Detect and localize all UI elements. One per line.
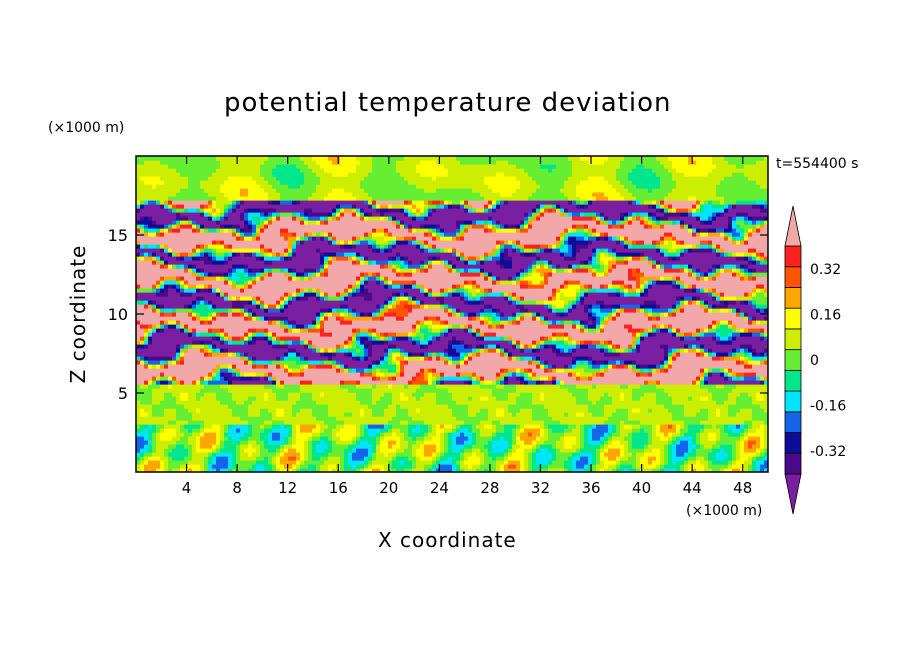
- x-tick-label: 20: [379, 479, 398, 497]
- colorbar-band: [784, 432, 802, 454]
- colorbar-band: [784, 245, 802, 268]
- x-axis-title: X coordinate: [378, 528, 517, 552]
- x-tick-label: 8: [232, 479, 242, 497]
- colorbar-band: [784, 266, 802, 288]
- colorbar-band: [784, 349, 802, 371]
- x-tick-label: 40: [632, 479, 651, 497]
- colorbar-band: [784, 390, 802, 413]
- colorbar-band: [784, 452, 802, 475]
- colorbar-tick-label: -0.16: [810, 399, 846, 415]
- colorbar-bottom-triangle: [784, 473, 802, 515]
- colorbar-band: [784, 369, 802, 392]
- colorbar-band: [784, 411, 802, 433]
- x-tick-label: 28: [480, 479, 499, 497]
- x-tick-label: 36: [581, 479, 600, 497]
- x-tick-label: 12: [278, 479, 297, 497]
- colorbar-tick-label: -0.32: [810, 444, 846, 460]
- y-unit-label: (×1000 m): [48, 120, 125, 136]
- x-tick-label: 16: [329, 479, 348, 497]
- y-axis-title: Z coordinate: [66, 244, 90, 384]
- y-tick-label: 5: [118, 384, 128, 403]
- y-tick-label: 10: [108, 305, 128, 324]
- x-tick-label: 32: [531, 479, 550, 497]
- x-unit-label: (×1000 m): [686, 503, 763, 519]
- x-tick-label: 44: [683, 479, 702, 497]
- x-tick-label: 24: [430, 479, 449, 497]
- chart-title: potential temperature deviation: [224, 88, 672, 118]
- x-axis-ticks: 4 8 12 16 20 24 28 32 36 40 44 48: [182, 156, 752, 497]
- y-axis-ticks: 5 10 15: [108, 226, 768, 403]
- y-tick-label: 15: [108, 226, 128, 245]
- colorbar-band: [784, 307, 802, 330]
- colorbar: 0.32 0.16 0 -0.16 -0.32: [784, 205, 846, 515]
- colorbar-band: [784, 328, 802, 351]
- colorbar-tick-label: 0: [810, 353, 819, 369]
- heatmap-field: [136, 156, 768, 472]
- colorbar-band: [784, 287, 802, 309]
- colorbar-tick-label: 0.16: [810, 307, 841, 323]
- colorbar-top-triangle: [784, 205, 802, 247]
- colorbar-tick-label: 0.32: [810, 262, 841, 278]
- x-tick-label: 4: [182, 479, 192, 497]
- time-label: t=554400 s: [776, 156, 859, 172]
- x-tick-label: 48: [733, 479, 752, 497]
